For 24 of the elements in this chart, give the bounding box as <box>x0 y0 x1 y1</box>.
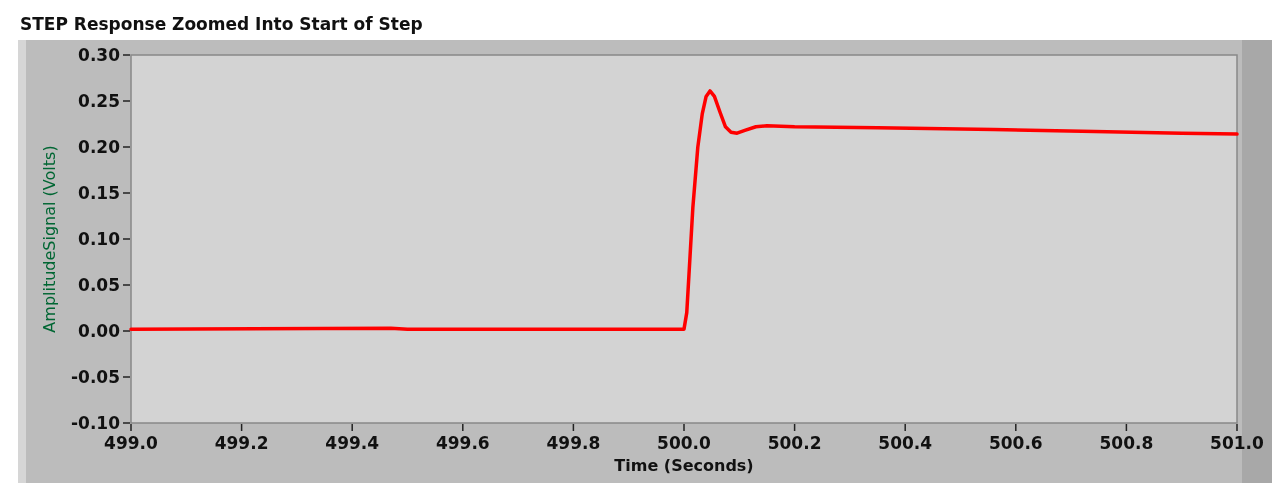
x-tick-label: 501.0 <box>1210 433 1265 453</box>
x-tick-label: 499.0 <box>104 433 159 453</box>
y-tick-label: 0.10 <box>78 228 121 249</box>
x-tick-label: 500.8 <box>1099 433 1154 453</box>
x-tick-label: 500.6 <box>988 433 1043 453</box>
y-tick-label: -0.05 <box>71 366 120 387</box>
x-axis-title: Time (Seconds) <box>614 456 754 475</box>
y-tick-label: 0.05 <box>78 274 120 295</box>
x-tick-label: 499.6 <box>435 433 490 453</box>
x-tick-label: 500.2 <box>767 433 822 453</box>
line-series <box>129 89 1239 331</box>
x-tick-label: 500.4 <box>878 433 933 453</box>
x-tick-label: 500.0 <box>657 433 712 453</box>
y-tick-label: 0.00 <box>78 320 121 341</box>
x-tick-label: 499.8 <box>546 433 601 453</box>
y-tick-label: 0.30 <box>78 44 121 65</box>
x-tick-label: 499.4 <box>325 433 380 453</box>
chart-title: STEP Response Zoomed Into Start of Step <box>20 14 423 34</box>
y-tick-label: 0.15 <box>78 182 120 203</box>
x-tick-label: 499.2 <box>214 433 269 453</box>
y-tick-label: 0.20 <box>78 136 121 157</box>
y-tick-label: 0.25 <box>78 90 120 111</box>
y-axis-title: AmplitudeSignal (Volts) <box>40 145 59 333</box>
y-tick-label: -0.10 <box>71 412 121 433</box>
